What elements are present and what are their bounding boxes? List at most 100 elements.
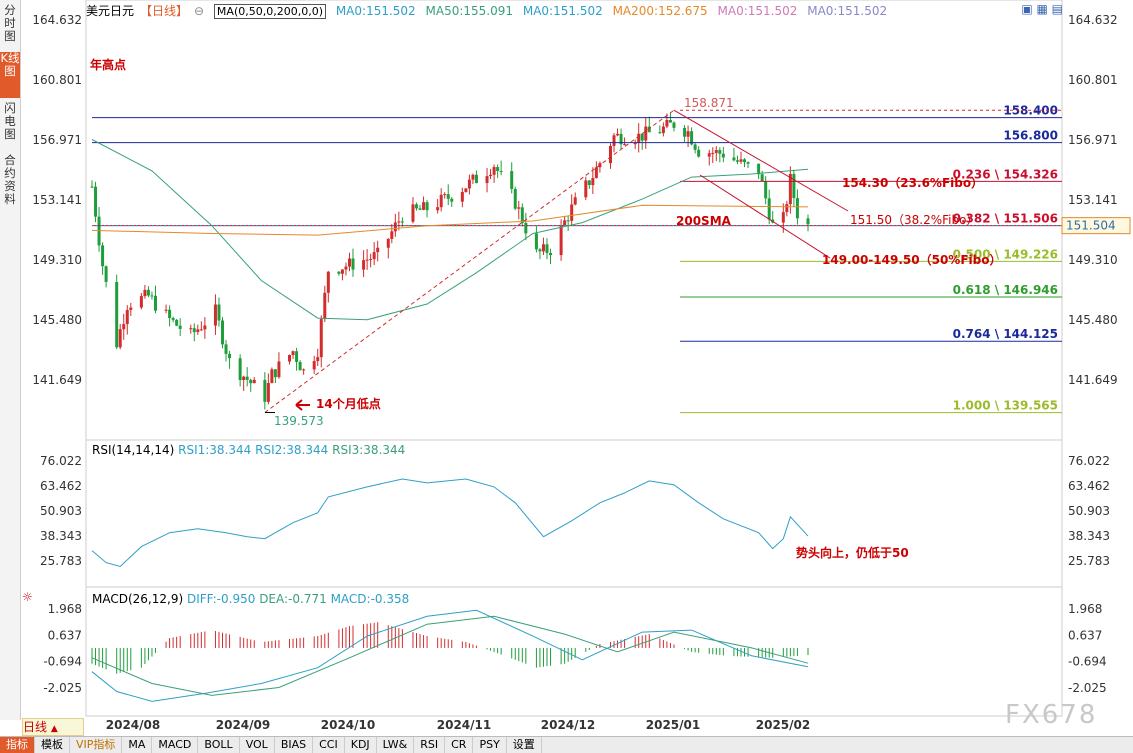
toolbar-tab[interactable]: VOL	[240, 737, 275, 753]
toolbar-tab[interactable]: RSI	[414, 737, 446, 753]
toolbar-tab[interactable]: PSY	[473, 737, 507, 753]
candle-body	[513, 188, 517, 209]
candle-body	[153, 295, 157, 311]
ma-formula[interactable]: MA(0,50,0,200,0,0)	[213, 4, 326, 19]
toolbar-tab[interactable]: 设置	[507, 737, 542, 753]
toolbar-tab[interactable]: CR	[445, 737, 474, 753]
level-label: 0.618 \ 146.946	[953, 283, 1058, 297]
candle-body	[242, 376, 246, 381]
candle-body	[496, 167, 500, 171]
tab-kline[interactable]: K线图	[0, 52, 20, 98]
candle-body	[570, 204, 574, 221]
ma-value-4: MA0:151.502	[717, 4, 798, 18]
candle-body	[612, 135, 616, 146]
toolbar-tab[interactable]: LW&	[377, 737, 415, 753]
rsi-legend: RSI(14,14,14) RSI1:38.344 RSI2:38.344 RS…	[92, 443, 405, 457]
candle-body	[369, 259, 373, 261]
macd-tick-right: 0.637	[1068, 628, 1102, 642]
tab-lightning[interactable]: 闪电图	[4, 101, 16, 141]
candle-body	[693, 144, 697, 150]
diff-value: DIFF:-0.950	[186, 592, 256, 606]
level-label: 0.500 \ 149.226	[953, 247, 1058, 261]
axes: 164.632 164.632 160.801 160.801 156.971 156.9…	[32, 13, 1117, 732]
main-legend: 美元日元 【日线】 ⊖ MA(0,50,0,200,0,0) MA0:151.502…	[86, 2, 893, 19]
price-tick-left: 149.310	[32, 253, 82, 267]
candle-body	[302, 369, 306, 371]
candle-body	[213, 304, 217, 326]
rsi-line	[91, 478, 809, 568]
candle-body	[436, 207, 440, 211]
toolbar-tab[interactable]: BIAS	[275, 737, 314, 753]
candle-body	[228, 353, 232, 359]
candle-body	[545, 244, 549, 253]
rsi-tick-right: 38.343	[1068, 529, 1110, 543]
year-high-label: 年高点	[90, 57, 126, 72]
price-tick-left: 164.632	[32, 13, 82, 27]
candle-body	[439, 194, 443, 208]
toolbar-tab[interactable]: CCI	[313, 737, 345, 753]
ma-value-2: MA0:151.502	[522, 4, 603, 18]
candle-body	[203, 325, 207, 330]
moving-average-lines	[91, 139, 809, 321]
toolbar-tab[interactable]: 指标	[0, 737, 35, 753]
sma-label: 200SMA	[676, 214, 732, 228]
rsi-tick-right: 25.783	[1068, 554, 1110, 568]
caret-up-icon: ▲	[50, 724, 58, 734]
tab-timeshare[interactable]: 分时图	[4, 3, 16, 43]
low-label: 14个月低点	[316, 396, 381, 411]
rsi-tick-left: 50.903	[40, 504, 82, 518]
macd-tick-right: -2.025	[1068, 681, 1107, 695]
restore-icon[interactable]: ▣	[1021, 2, 1033, 16]
candle-body	[485, 176, 489, 184]
rsi-tick-left: 76.022	[40, 454, 82, 468]
candle-body	[573, 197, 577, 205]
candle-body	[146, 289, 150, 296]
candle-body	[541, 244, 545, 252]
candle-body	[390, 231, 394, 239]
candle-body	[340, 269, 344, 274]
price-tick-right: 156.971	[1068, 133, 1118, 147]
date-tick: 2024/11	[437, 718, 491, 732]
level-label: 156.800	[1003, 129, 1058, 143]
window-controls: ▣ ▦ ▤	[1021, 2, 1063, 16]
settings-icon[interactable]: ⊖	[194, 4, 205, 18]
toolbar-tab[interactable]: 模板	[35, 737, 70, 753]
fib-236-text: 154.30（23.6%Fibo）	[842, 175, 983, 190]
toolbar-tab[interactable]: VIP指标	[70, 737, 123, 753]
candle-body	[735, 160, 739, 162]
candle-body	[344, 266, 348, 270]
period-badge[interactable]: 【日线】	[140, 4, 189, 18]
uptrend-line	[264, 109, 675, 413]
candle-body	[760, 174, 764, 182]
candle-body	[517, 207, 521, 209]
candle-body	[400, 221, 404, 223]
candle-body	[90, 186, 94, 188]
level-label: 0.764 \ 144.125	[953, 327, 1058, 341]
ma-value-5: MA0:151.502	[807, 4, 888, 18]
arrow-left-icon	[295, 399, 310, 411]
toolbar-tab[interactable]: MA	[122, 737, 153, 753]
rsi1-value: RSI1:38.344	[178, 443, 252, 457]
date-tick: 2024/10	[321, 718, 375, 732]
candle-body	[584, 180, 588, 198]
rsi-tick-right: 76.022	[1068, 454, 1110, 468]
candle-body	[524, 222, 528, 234]
maximize-icon[interactable]: ▤	[1051, 2, 1063, 16]
toolbar-tab[interactable]: KDJ	[345, 737, 377, 753]
candle-body	[298, 362, 302, 371]
candle-body	[362, 260, 366, 270]
period-selector[interactable]: 日线 ▲	[22, 718, 84, 736]
watermark: FX678	[1005, 700, 1098, 730]
fib-382-text: 151.50（38.2%Fibo）	[850, 213, 978, 227]
candle-body	[616, 133, 620, 136]
date-tick: 2024/09	[216, 718, 270, 732]
left-sidebar: 分时图 K线图 闪电图 合约资料	[0, 0, 21, 720]
tab-contract-info[interactable]: 合约资料	[4, 153, 16, 206]
toolbar-tab[interactable]: MACD	[152, 737, 199, 753]
toolbar-tab[interactable]: BOLL	[198, 737, 240, 753]
candle-body	[672, 122, 676, 128]
macd-settings-icon[interactable]: ☼	[22, 590, 33, 604]
macd-tick-left: -0.694	[43, 655, 82, 669]
grid-icon[interactable]: ▦	[1036, 2, 1048, 16]
